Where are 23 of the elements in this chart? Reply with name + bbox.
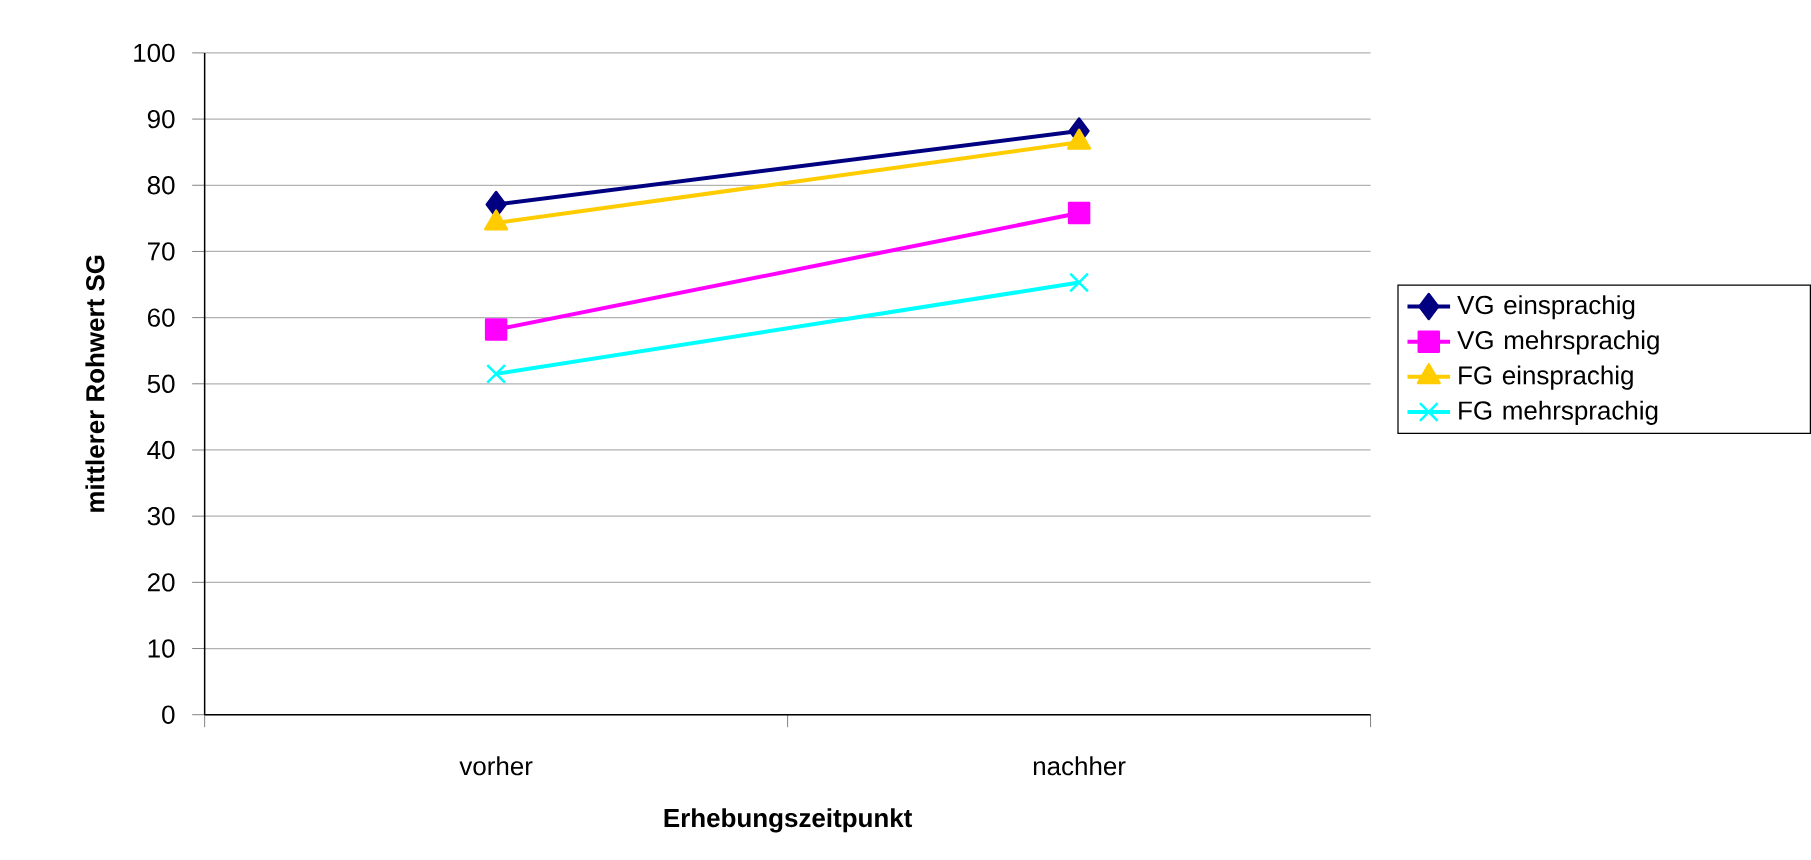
- y-tick-label: 20: [147, 572, 175, 592]
- point: [484, 318, 508, 341]
- y-tick-label: 60: [147, 308, 175, 327]
- legend-label: FG mehrsprachig: [1459, 400, 1658, 425]
- legend-label: VG einsprachig: [1457, 294, 1635, 320]
- x-axis-title: Erhebungszeitpunkt: [664, 807, 913, 833]
- y-tick-label: 80: [147, 175, 175, 195]
- y-tick-label: 10: [148, 639, 175, 658]
- y-tick-label: 70: [147, 242, 175, 261]
- y-tick-label: 40: [147, 440, 175, 459]
- y-tick-label: 90: [147, 109, 175, 129]
- point: [1067, 201, 1091, 225]
- y-tick-label: 30: [147, 506, 175, 526]
- x-tick-label: nachher: [1033, 756, 1126, 776]
- y-tick-label: 0: [162, 705, 175, 724]
- legend-label: VG mehrsprachig: [1457, 330, 1659, 355]
- y-tick-label: 100: [134, 43, 175, 62]
- legend-label: FG einsprachig: [1459, 365, 1633, 390]
- x-tick-label: vorher: [459, 756, 533, 776]
- y-tick-label: 50: [147, 374, 175, 393]
- point: [486, 363, 507, 384]
- y-axis-title: mittlerer Rohwert SG: [85, 255, 105, 512]
- point: [1069, 272, 1090, 293]
